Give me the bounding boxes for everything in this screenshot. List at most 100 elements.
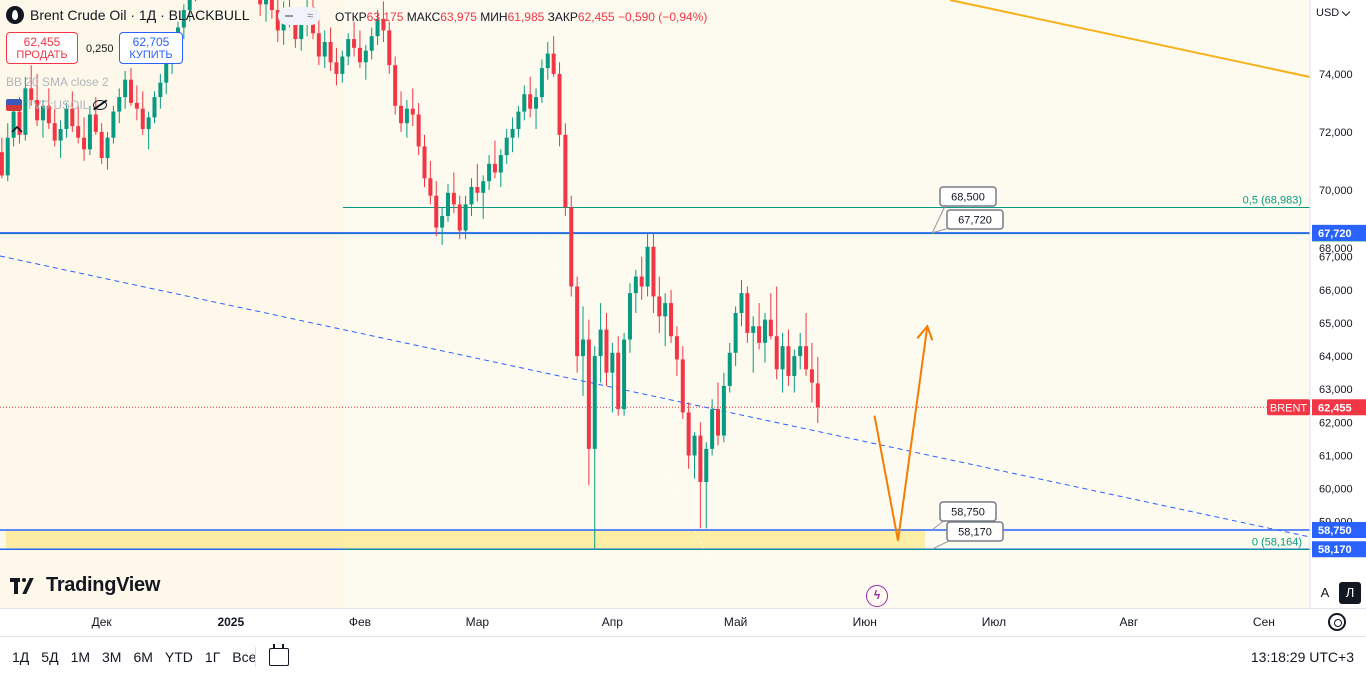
candle-body	[457, 204, 462, 231]
candle-body	[504, 137, 509, 156]
symbol-label-tag	[1267, 399, 1310, 416]
candle-body	[375, 18, 380, 37]
sell-price: 62,455	[23, 35, 61, 49]
us-flag-icon	[6, 99, 22, 111]
range-6m-button[interactable]: 6М	[133, 649, 153, 665]
candle-body	[87, 114, 92, 150]
candle-body	[727, 352, 732, 386]
hidden-eye-icon[interactable]	[93, 100, 108, 110]
candle-body	[674, 336, 679, 360]
callout-text: 68,500	[951, 192, 985, 204]
lightning-icon[interactable]: ϟ	[866, 585, 888, 607]
range-ytd-button[interactable]: YTD	[164, 649, 193, 665]
candle-body	[710, 409, 715, 449]
candle-body	[117, 97, 122, 112]
candle-body	[745, 293, 750, 333]
time-tick-label: Июл	[981, 615, 1007, 629]
candle-body	[269, 0, 274, 11]
price-tick-label: 67,000	[1319, 252, 1353, 264]
callout-text: 58,750	[951, 507, 985, 519]
candle-body	[440, 216, 445, 228]
candle-body	[809, 369, 814, 383]
clock[interactable]: 13:18:29 UTC+3	[1250, 649, 1354, 665]
candle-body	[340, 56, 345, 74]
price-tick-label: 64,000	[1319, 351, 1353, 363]
price-chart[interactable]: 0,5 (68,983) 0 (58,164) 68,500 67,720 58,750…	[0, 0, 1366, 608]
time-axis[interactable]: Дек 2025 Фев Мар Апр Май Июн Июл Авг Сен	[0, 608, 1366, 636]
candle-body	[146, 117, 151, 129]
candle-body	[293, 18, 298, 40]
candle-body	[70, 108, 75, 127]
candle-body	[469, 187, 474, 205]
candle-body	[334, 62, 339, 74]
collapse-chevron-icon[interactable]	[10, 124, 24, 134]
candle-body	[622, 339, 627, 410]
range-3m-button[interactable]: 3М	[102, 649, 122, 665]
auto-scale-button[interactable]: A	[1320, 585, 1330, 600]
callout-box	[946, 209, 1004, 230]
candle-body	[786, 346, 791, 376]
callout-pointer	[931, 203, 947, 234]
range-all-button[interactable]: Все	[232, 649, 257, 665]
candle-body	[575, 286, 580, 357]
range-1d-button[interactable]: 1Д	[12, 649, 30, 665]
candle-body	[357, 47, 362, 63]
candle-body	[64, 108, 69, 129]
dashed-trend-line	[0, 255, 1311, 538]
range-1m-button[interactable]: 1М	[70, 649, 91, 665]
time-tick-label: Авг	[1119, 615, 1139, 629]
candle-body	[410, 108, 415, 115]
candle-body	[633, 276, 638, 294]
calendar-icon[interactable]	[269, 644, 289, 666]
buy-button[interactable]: 62,705 КУПИТЬ	[119, 32, 183, 64]
candle-body	[774, 336, 779, 370]
range-1y-button[interactable]: 1Г	[204, 649, 221, 665]
candle-body	[663, 303, 668, 317]
range-5d-button[interactable]: 5Д	[41, 649, 59, 665]
candle-body	[105, 137, 110, 158]
fib-level-label: 0,5 (68,983)	[1243, 195, 1302, 207]
candle-body	[363, 50, 368, 63]
bottom-toolbar: 1Д 5Д 1М 3М 6М YTD 1Г Все 13:18:29 UTC+3	[0, 636, 1366, 676]
candle-body	[751, 326, 756, 333]
candle-body	[416, 114, 421, 147]
candle-body	[569, 207, 574, 287]
indicator-bb[interactable]: BB 20 SMA close 2	[6, 75, 109, 89]
candle-body	[780, 346, 785, 370]
candle-body	[528, 94, 533, 109]
currency-selector[interactable]: USD	[1316, 7, 1351, 19]
candle-body	[82, 137, 87, 150]
candle-body	[140, 108, 145, 129]
indicator-compare[interactable]: TVC:USOIL	[6, 98, 108, 112]
log-scale-button[interactable]: Л	[1339, 582, 1361, 604]
candle-body	[798, 346, 803, 357]
candle-body	[322, 42, 327, 57]
candle-body	[639, 276, 644, 287]
price-axis-tag	[1312, 522, 1366, 539]
price-axis-tag-text: 67,720	[1318, 228, 1352, 240]
price-callout: 68,500	[931, 186, 997, 234]
price-axis-tag	[1312, 541, 1366, 558]
price-tick-label: 62,000	[1319, 417, 1353, 429]
candle-body	[164, 62, 169, 83]
tradingview-logo[interactable]: TradingView	[10, 574, 160, 597]
candle-body	[158, 82, 163, 98]
candle-body	[739, 293, 744, 314]
session-shade-right	[343, 0, 1310, 608]
wave-icon[interactable]: ≈	[278, 7, 320, 25]
candle-body	[316, 33, 321, 57]
symbol-title[interactable]: Brent Crude Oil · 1Д · BLACKBULL	[30, 7, 250, 23]
candle-body	[757, 326, 762, 343]
settings-gear-icon[interactable]	[1328, 613, 1346, 631]
candle-body	[492, 163, 497, 173]
price-tick-label: 65,000	[1319, 318, 1353, 330]
candle-body	[422, 146, 427, 179]
candle-body	[669, 303, 674, 337]
candle-body	[52, 123, 57, 141]
price-tick-label: 60,000	[1319, 484, 1353, 496]
candle-body	[586, 339, 591, 449]
symbol-info[interactable]: Brent Crude Oil · 1Д · BLACKBULL	[6, 6, 250, 24]
price-axis-tag	[1312, 224, 1366, 241]
sell-button[interactable]: 62,455 ПРОДАТЬ	[6, 32, 78, 64]
candle-body	[551, 53, 556, 74]
